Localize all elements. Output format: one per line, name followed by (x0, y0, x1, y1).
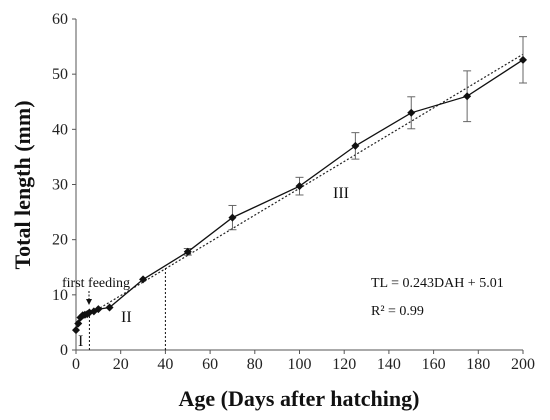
data-point (105, 303, 114, 312)
data-point (295, 182, 304, 191)
y-tick-label: 10 (52, 287, 68, 304)
x-tick-label: 80 (247, 356, 263, 373)
regression-equation: TL = 0.243DAH + 5.01 (371, 276, 504, 291)
x-tick-label: 0 (72, 356, 80, 373)
stage-boundaries (88, 267, 166, 350)
x-tick-label: 160 (422, 356, 446, 373)
data-point (94, 305, 103, 314)
first-feeding-arrow (86, 291, 92, 305)
tick-labels: 0 20 40 60 80 100 120 140 160 180 200 0 10 20 30 40 50 60 (52, 11, 535, 373)
data-point (183, 247, 192, 256)
data-point (228, 213, 237, 222)
data-point (519, 55, 527, 64)
data-point (463, 92, 472, 101)
x-tick-label: 60 (202, 356, 218, 373)
x-tick-label: 180 (466, 356, 490, 373)
stage-I-label: I (78, 333, 83, 350)
x-tick-label: 140 (377, 356, 401, 373)
stage-III-label: III (333, 185, 349, 202)
r-squared: R² = 0.99 (371, 304, 424, 319)
x-tick-label: 40 (157, 356, 173, 373)
data-point (407, 108, 416, 117)
data-point (74, 319, 83, 328)
y-tick-label: 60 (52, 11, 68, 28)
axes (72, 18, 524, 354)
y-tick-label: 40 (52, 121, 68, 138)
y-tick-label: 30 (52, 177, 68, 194)
data-point (72, 326, 80, 335)
x-tick-label: 200 (511, 356, 535, 373)
x-axis-title: Age (Days after hatching) (179, 386, 420, 411)
y-tick-label: 0 (60, 342, 68, 359)
y-tick-label: 20 (52, 232, 68, 249)
y-tick-label: 50 (52, 66, 68, 83)
y-axis-title: Total length (mm) (10, 100, 35, 269)
x-tick-label: 100 (288, 356, 312, 373)
stage-II-label: II (121, 309, 132, 326)
first-feeding-label: first feeding (62, 276, 130, 291)
data-point (351, 141, 360, 150)
data-point (139, 275, 148, 284)
x-tick-label: 120 (332, 356, 356, 373)
data-series (72, 55, 527, 335)
x-tick-label: 20 (113, 356, 129, 373)
